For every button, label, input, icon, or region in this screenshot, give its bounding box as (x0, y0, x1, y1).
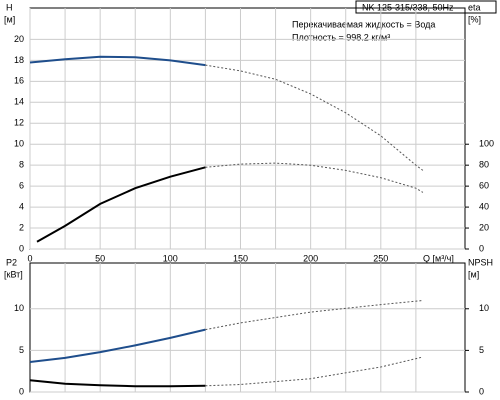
y-tick-label: 5 (19, 345, 24, 355)
y2-tick-label: 40 (479, 201, 489, 211)
curve (205, 64, 424, 171)
x-tick-label: 250 (373, 253, 388, 263)
y2-label: eta (468, 2, 481, 12)
y2-tick-label: 20 (479, 222, 489, 232)
y2-unit: [м] (468, 269, 479, 279)
y2-label: NPSH (468, 257, 493, 267)
curve (29, 55, 206, 67)
y-tick-label: 20 (14, 34, 24, 44)
y-unit: [м] (4, 14, 15, 24)
y-tick-label: 4 (19, 201, 24, 211)
y-tick-label: 10 (14, 139, 24, 149)
x-label: Q [м³/ч] (423, 253, 454, 263)
x-tick-label: 0 (27, 253, 32, 263)
y-tick-label: 6 (19, 181, 24, 191)
x-tick-label: 200 (303, 253, 318, 263)
y-label: H (6, 2, 13, 12)
annotation-bg (290, 17, 462, 45)
curve (205, 300, 423, 331)
x-tick-label: 100 (163, 253, 178, 263)
title-box (355, 0, 497, 14)
y2-tick-label: 10 (479, 303, 489, 313)
y2-tick-label: 100 (479, 139, 494, 149)
y-label: P2 (6, 257, 17, 267)
y2-tick-label: 60 (479, 181, 489, 191)
y2-unit: [%] (468, 14, 481, 24)
y2-tick-label: 5 (479, 345, 484, 355)
curve (205, 162, 424, 193)
y-tick-label: 8 (19, 160, 24, 170)
x-tick-label: 150 (233, 253, 248, 263)
plot-frame (29, 262, 466, 393)
curve (29, 328, 206, 363)
curve (36, 166, 206, 243)
y2-tick-label: 0 (479, 386, 484, 396)
y2-tick-label: 0 (479, 243, 484, 253)
annotation: Перекачиваемая жидкость = Вода (292, 19, 435, 29)
y-tick-label: 18 (14, 55, 24, 65)
chart-title: NK 125-315/338, 50Hz (362, 2, 454, 12)
y-tick-label: 0 (19, 386, 24, 396)
y-tick-label: 16 (14, 76, 24, 86)
x-tick-label: 50 (95, 253, 105, 263)
y-tick-label: 0 (19, 243, 24, 253)
annotation: Плотность = 998.2 кг/м³ (292, 32, 390, 42)
y2-tick-label: 80 (479, 160, 489, 170)
curve (205, 356, 424, 387)
y-tick-label: 14 (14, 97, 24, 107)
y-unit: [кВт] (4, 269, 23, 279)
y-tick-label: 2 (19, 222, 24, 232)
y-tick-label: 10 (14, 303, 24, 313)
y-tick-label: 12 (14, 118, 24, 128)
curve (29, 379, 206, 388)
